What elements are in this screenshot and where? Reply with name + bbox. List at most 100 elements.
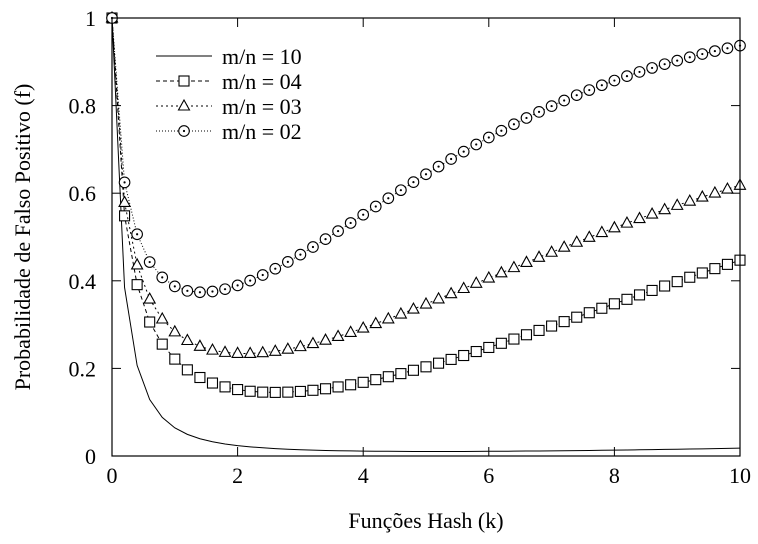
data-point	[331, 329, 345, 342]
data-point	[495, 124, 508, 137]
legend-item: m/n = 02	[156, 119, 302, 144]
data-point	[607, 220, 621, 233]
y-tick-label: 0	[85, 444, 96, 469]
data-point	[269, 386, 281, 398]
marker-dot	[625, 75, 629, 78]
data-point	[369, 316, 383, 329]
data-point	[695, 189, 709, 202]
data-point	[118, 176, 131, 189]
data-point	[131, 279, 143, 291]
marker-dot	[500, 129, 503, 132]
data-point	[608, 74, 621, 87]
data-point	[420, 361, 432, 373]
data-point	[256, 345, 270, 358]
data-point	[294, 248, 307, 261]
marker-dot	[374, 205, 377, 208]
data-point	[633, 66, 646, 78]
data-point	[269, 262, 282, 275]
data-point	[494, 265, 508, 278]
marker-dot	[387, 197, 390, 200]
plot-frame	[111, 17, 741, 457]
data-point	[457, 281, 471, 294]
data-point	[621, 293, 633, 305]
data-point	[621, 70, 633, 82]
data-point	[256, 269, 269, 281]
marker-dot	[324, 238, 327, 241]
data-point	[407, 176, 420, 189]
legend-item: m/n = 10	[156, 44, 302, 69]
marker-dot	[182, 129, 186, 133]
data-point	[169, 353, 181, 365]
data-point	[457, 145, 470, 158]
data-point	[507, 260, 521, 273]
data-point	[219, 283, 231, 296]
data-point	[194, 371, 206, 384]
data-point	[520, 329, 533, 341]
data-point	[532, 250, 546, 262]
x-tick-label: 8	[609, 463, 620, 488]
data-point	[319, 333, 332, 345]
data-point	[645, 206, 659, 219]
data-point	[558, 316, 570, 328]
marker-dot	[236, 284, 239, 287]
legend-label: m/n = 04	[222, 69, 302, 94]
data-point	[445, 353, 457, 365]
data-point	[608, 298, 620, 310]
data-point	[155, 311, 169, 324]
marker-dot	[462, 150, 465, 153]
data-point	[357, 208, 370, 221]
marker-dot	[450, 157, 453, 161]
data-point	[218, 345, 232, 357]
x-tick-label: 2	[232, 463, 243, 488]
y-tick-label: 0.2	[69, 356, 97, 381]
data-point	[658, 202, 672, 215]
marker-dot	[336, 229, 340, 233]
data-point	[344, 217, 357, 229]
marker-dot	[274, 267, 277, 270]
data-point	[332, 225, 344, 237]
y-tick-label: 0.6	[69, 181, 97, 206]
y-tick-label: 0.4	[69, 269, 97, 294]
data-point	[293, 339, 307, 352]
series-triangle	[105, 10, 747, 359]
data-point	[344, 325, 358, 337]
series-line	[111, 17, 741, 452]
data-point	[282, 386, 294, 398]
data-point	[670, 198, 684, 210]
marker-dot	[525, 116, 528, 120]
data-point	[533, 324, 545, 336]
data-point	[156, 271, 169, 284]
marker-dot	[123, 181, 126, 184]
data-point	[470, 138, 483, 151]
marker-dot	[412, 181, 415, 184]
data-point	[696, 48, 709, 60]
marker-dot	[575, 94, 578, 97]
data-point	[671, 54, 684, 67]
data-point	[257, 386, 269, 398]
data-point	[407, 364, 419, 376]
data-point	[557, 240, 571, 252]
data-point	[319, 383, 332, 395]
data-point	[357, 376, 369, 388]
data-point	[533, 106, 545, 118]
marker-dot	[676, 59, 679, 62]
data-point	[683, 51, 696, 64]
data-point	[130, 257, 144, 270]
y-tick-label: 0.8	[69, 94, 97, 119]
data-point	[583, 84, 596, 96]
data-point	[570, 235, 584, 247]
marker-dot	[512, 123, 516, 126]
data-point	[721, 258, 733, 270]
data-point	[119, 210, 131, 222]
data-point	[432, 160, 445, 173]
x-tick-label: 10	[729, 463, 751, 488]
data-point	[307, 241, 319, 253]
marker-dot	[148, 260, 151, 264]
data-point	[370, 374, 382, 386]
marker-dot	[198, 291, 202, 294]
data-point	[571, 311, 583, 323]
marker-dot	[713, 49, 716, 53]
data-point	[683, 194, 697, 206]
marker-dot	[261, 273, 264, 277]
marker-dot	[688, 56, 691, 59]
